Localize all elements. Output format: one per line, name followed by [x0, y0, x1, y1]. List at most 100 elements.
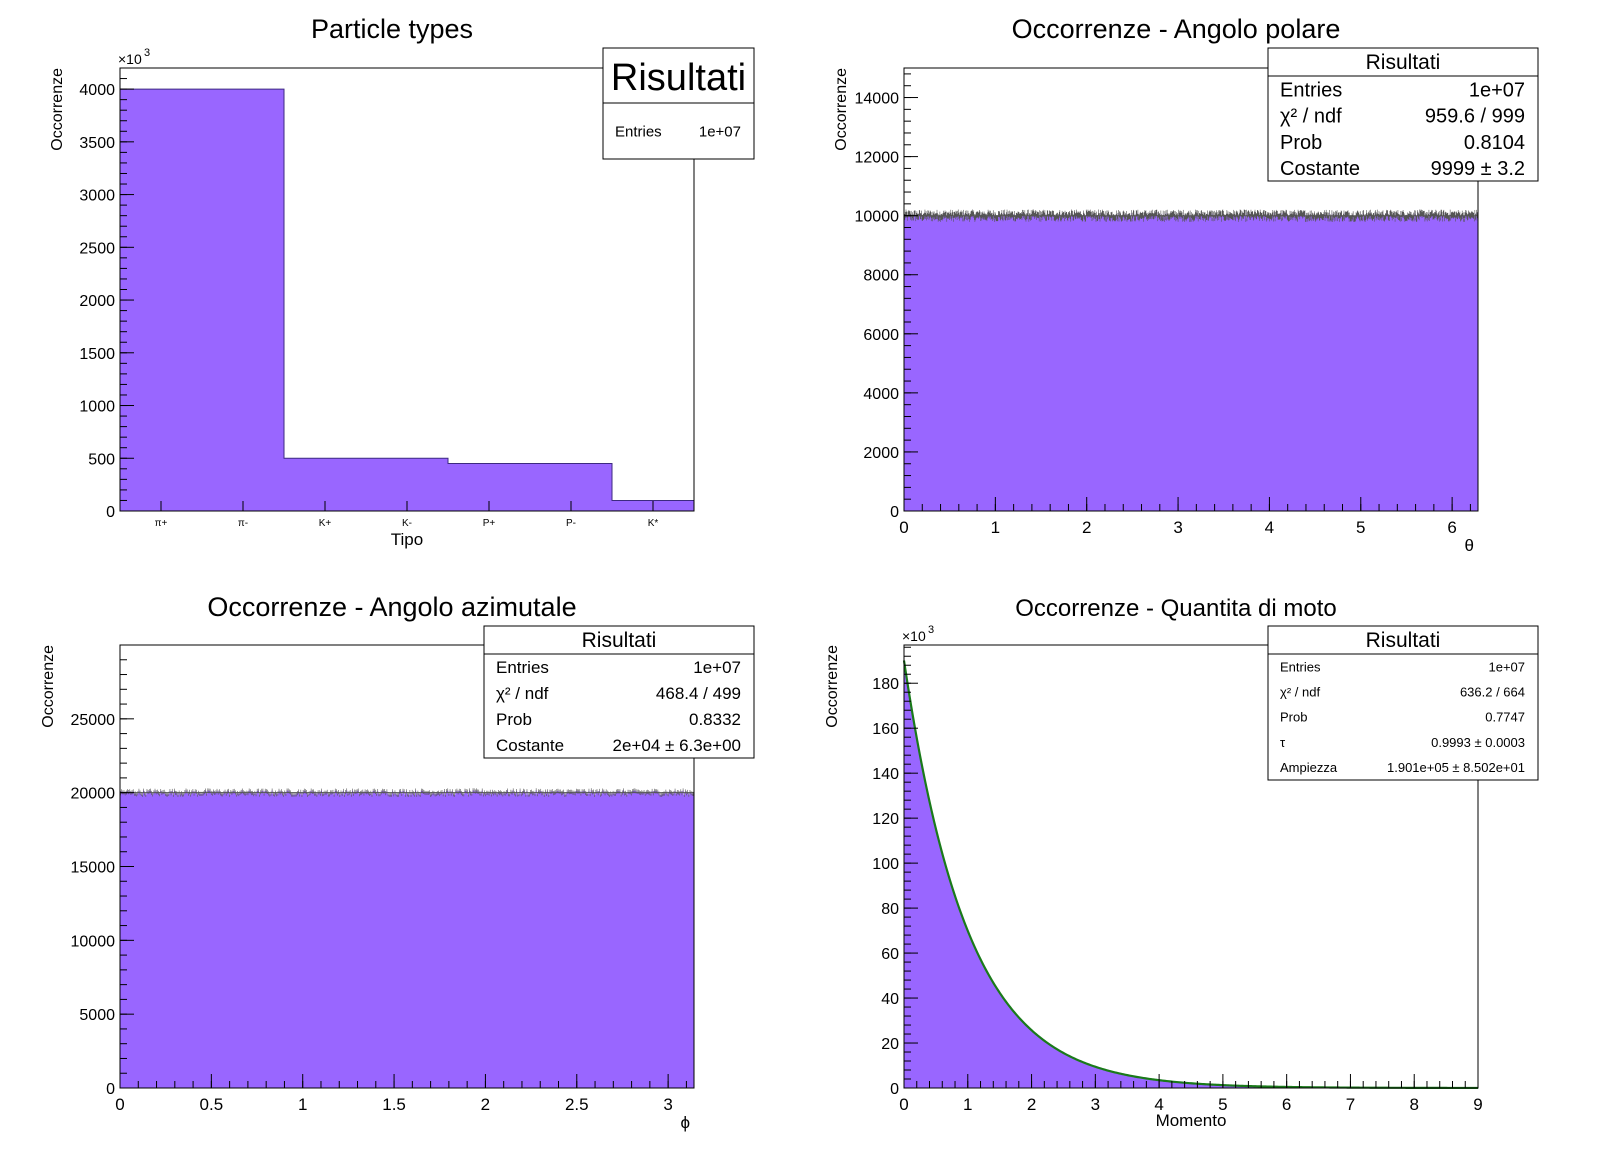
stats-box: Risultati Entries 1e+07 χ² / ndf 468.4 / 499…	[483, 625, 755, 759]
y-tick-label: 2000	[79, 293, 115, 310]
stats-box: Risultati Entries 1e+07 χ² / ndf 959.6 / 999…	[1267, 47, 1539, 182]
y-tick-label: 5000	[79, 1007, 115, 1024]
chart-panel-3: Occorrenze - Angolo azimutale 0 5000 10000 1…	[40, 592, 755, 1132]
stats-row-value: 2e+04 ± 6.3e+00	[613, 736, 741, 755]
stats-box: Risultati Entries 1e+07 χ² / ndf 636.2 / 664…	[1267, 625, 1539, 781]
x-tick-label: 0	[115, 1095, 124, 1114]
x-tick-label: 4	[1154, 1095, 1163, 1114]
chart-panel-2: Occorrenze - Angolo polare 0 2000 4000 6000 8…	[833, 14, 1539, 555]
y-axis-label: Occorrenze	[833, 68, 850, 151]
y-axis-label: Occorrenze	[40, 645, 57, 728]
stats-row-label: τ	[1280, 735, 1286, 750]
x-category-label: K+	[319, 518, 332, 529]
y-tick-label: 160	[872, 721, 899, 738]
y-tick-label: 80	[881, 901, 899, 918]
x-tick-label: 6	[1282, 1095, 1291, 1114]
x-category-label: K-	[402, 518, 412, 529]
stats-row-label: χ² / ndf	[1280, 684, 1320, 699]
x-tick-label: 2	[481, 1095, 490, 1114]
x-tick-label: 9	[1473, 1095, 1482, 1114]
stats-title: Risultati	[1366, 51, 1441, 74]
stats-row-value: 1e+07	[1488, 659, 1525, 674]
x-tick-label: 4	[1265, 518, 1274, 537]
x-axis-label: θ	[1465, 536, 1474, 555]
stats-row-label: Entries	[1280, 79, 1342, 101]
x-tick-label: 1.5	[382, 1095, 406, 1114]
stats-row-value: 636.2 / 664	[1460, 684, 1525, 699]
y-tick-label: 3500	[79, 135, 115, 152]
x-category-label: π+	[155, 518, 168, 529]
y-tick-label: 12000	[855, 150, 900, 167]
x-tick-label: 2	[1082, 518, 1091, 537]
y-tick-label: 40	[881, 991, 899, 1008]
stats-row-value: 0.8104	[1464, 132, 1525, 154]
y-tick-label: 60	[881, 946, 899, 963]
x-tick-label: 2.5	[565, 1095, 589, 1114]
chart-title: Occorrenze - Angolo polare	[1012, 14, 1341, 44]
plot-frame	[903, 67, 1479, 512]
stats-row-label: Entries	[615, 123, 662, 140]
stats-row-label: Prob	[1280, 710, 1307, 725]
plot-frame	[903, 644, 1479, 1089]
x-tick-label: 7	[1346, 1095, 1355, 1114]
stats-row-label: χ² / ndf	[496, 684, 549, 703]
stats-row-value: 0.8332	[689, 710, 741, 729]
chart-panel-1: Particle types 0 500 1000 1500 2000 2500 3000 35…	[49, 14, 755, 549]
x-tick-label: 1	[298, 1095, 307, 1114]
y-multiplier-exp: 3	[144, 47, 150, 59]
x-tick-label: 1	[963, 1095, 972, 1114]
stats-row-label: Costante	[1280, 158, 1360, 180]
y-tick-label: 8000	[863, 268, 899, 285]
stats-row-label: χ² / ndf	[1280, 106, 1342, 128]
histogram-bars	[119, 88, 695, 512]
stats-title: Risultati	[1366, 629, 1441, 652]
y-tick-label: 180	[872, 676, 899, 693]
y-tick-label: 0	[890, 1081, 899, 1098]
y-tick-label: 0	[106, 504, 115, 521]
x-tick-label: 0	[899, 518, 908, 537]
x-category-label: K*	[648, 518, 659, 529]
y-multiplier: ×10	[118, 51, 142, 67]
y-tick-label: 100	[872, 856, 899, 873]
x-tick-label: 3	[1173, 518, 1182, 537]
histogram-area	[904, 212, 1478, 511]
x-tick-label: 5	[1218, 1095, 1227, 1114]
chart-panel-4: Occorrenze - Quantita di moto02040608010…	[824, 595, 1539, 1130]
y-multiplier: ×10	[902, 628, 926, 644]
stats-row-value: 1.901e+05 ± 8.502e+01	[1387, 760, 1525, 775]
y-tick-label: 2500	[79, 240, 115, 257]
y-tick-label: 6000	[863, 327, 899, 344]
x-tick-label: 6	[1447, 518, 1456, 537]
x-tick-label: 2	[1027, 1095, 1036, 1114]
y-tick-label: 10000	[855, 209, 900, 226]
stats-box: Risultati Entries 1e+07	[602, 47, 755, 160]
histogram-area	[120, 790, 694, 1088]
y-tick-label: 0	[890, 504, 899, 521]
y-tick-label: 20	[881, 1036, 899, 1053]
y-tick-label: 15000	[71, 860, 116, 877]
y-tick-label: 500	[88, 451, 115, 468]
x-tick-label: 0	[899, 1095, 908, 1114]
histogram-area	[904, 660, 1478, 1088]
stats-row-label: Entries	[496, 658, 549, 677]
stats-box-frame	[1267, 625, 1539, 781]
stats-row-value: 959.6 / 999	[1425, 106, 1525, 128]
stats-row-value: 1e+07	[693, 658, 741, 677]
y-tick-label: 1500	[79, 346, 115, 363]
x-tick-label: 3	[663, 1095, 672, 1114]
x-axis-label: ϕ	[680, 1113, 690, 1132]
y-multiplier-exp: 3	[928, 624, 934, 636]
x-tick-label: 1	[991, 518, 1000, 537]
y-tick-label: 25000	[71, 712, 116, 729]
stats-title: Risultati	[582, 629, 657, 652]
y-tick-label: 4000	[863, 386, 899, 403]
y-tick-label: 10000	[71, 933, 116, 950]
stats-row-label: Entries	[1280, 659, 1321, 674]
stats-row-label: Prob	[1280, 132, 1322, 154]
x-tick-label: 0.5	[200, 1095, 224, 1114]
x-tick-label: 3	[1091, 1095, 1100, 1114]
x-category-label: π-	[238, 518, 248, 529]
chart-title: Particle types	[311, 14, 473, 44]
stats-row-label: Prob	[496, 710, 532, 729]
